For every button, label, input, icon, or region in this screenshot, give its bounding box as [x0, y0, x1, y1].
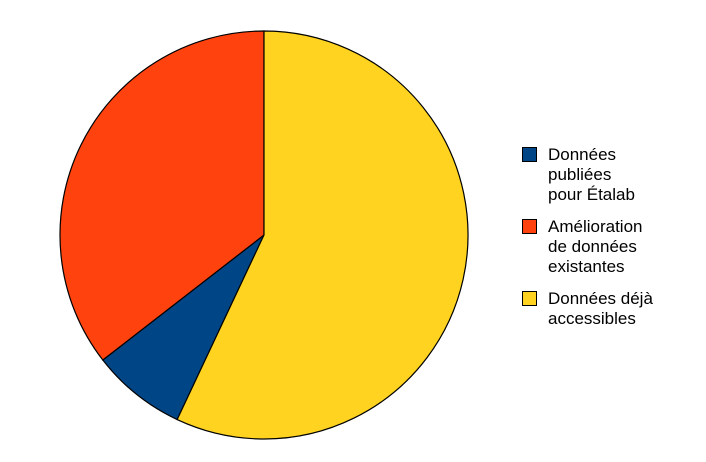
pie-slice — [176, 30, 469, 440]
legend-swatch — [522, 219, 537, 234]
legend-label: Données publiées pour Étalab — [548, 145, 635, 204]
legend-item: Amélioration de données existantes — [522, 217, 653, 277]
legend-label: Amélioration de données existantes — [548, 217, 643, 276]
pie-slice — [59, 30, 265, 361]
legend-swatch — [522, 147, 537, 162]
legend-label: Données déjà accessibles — [548, 289, 653, 328]
legend-swatch — [522, 291, 537, 306]
legend-item: Données publiées pour Étalab — [522, 145, 653, 205]
legend-item: Données déjà accessibles — [522, 289, 653, 329]
legend: Données publiées pour Étalab Amélioration… — [522, 145, 653, 341]
pie-slice — [101, 234, 265, 421]
